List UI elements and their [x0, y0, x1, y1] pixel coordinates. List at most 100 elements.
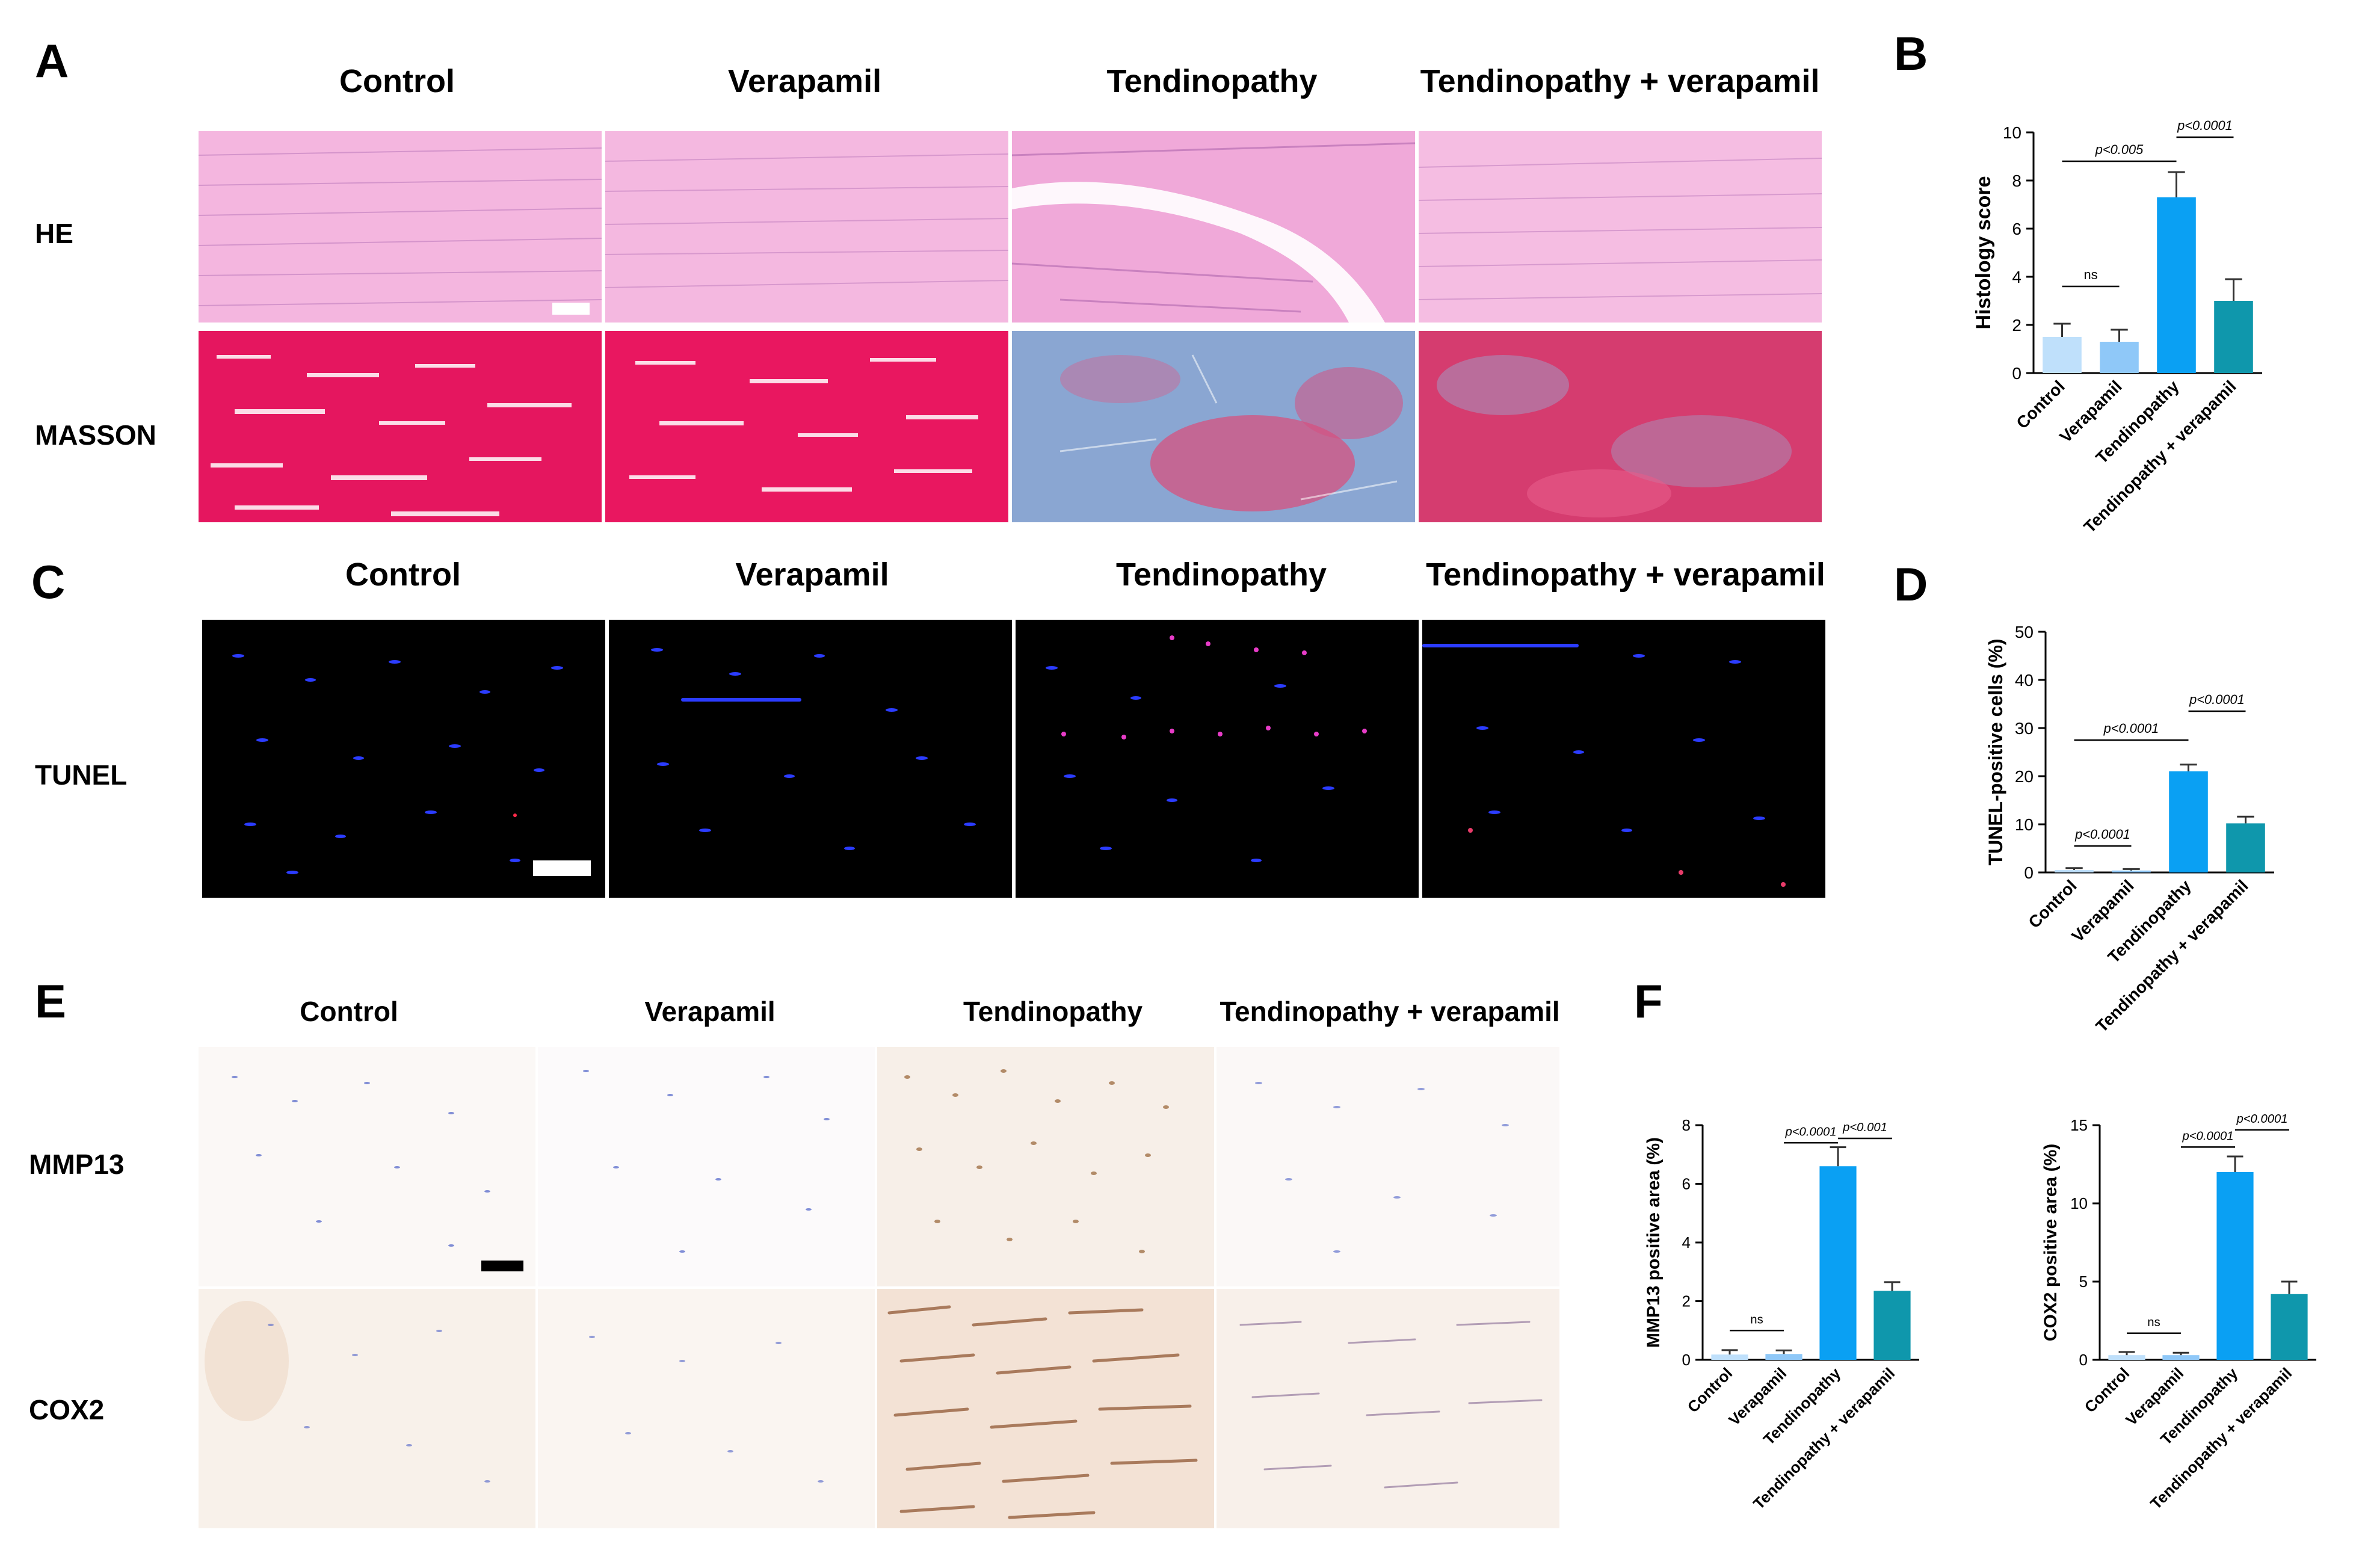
panel-e-column-header: Tendinopathy + verapamil	[1220, 996, 1560, 1027]
significance-label: p<0.0001	[1784, 1125, 1836, 1138]
y-tick-label: 0	[2079, 1351, 2088, 1369]
panel-c-column-header: Tendinopathy + verapamil	[1426, 557, 1825, 593]
significance-label: p<0.0001	[2177, 118, 2233, 133]
y-tick-label: 10	[2015, 815, 2034, 834]
he-image-control	[199, 131, 602, 323]
panel-a-row-header: MASSON	[35, 419, 156, 451]
tunel-image-tend-verapamil	[1422, 620, 1825, 898]
panel-letter-a: A	[35, 34, 69, 87]
he-image-verapamil	[605, 131, 1008, 323]
tunel-image-tendinopathy	[1016, 620, 1419, 898]
he-image-tend-verapamil	[1419, 131, 1822, 323]
bar	[1765, 1354, 1802, 1360]
y-tick-label: 8	[1682, 1116, 1691, 1134]
significance-label: p<0.0001	[2103, 721, 2159, 736]
x-tick-label: Control	[1684, 1364, 1736, 1416]
y-tick-label: 15	[2070, 1116, 2088, 1134]
y-tick-label: 10	[2070, 1194, 2088, 1212]
masson-image-control	[199, 331, 602, 522]
panel-e-row-header: COX2	[29, 1394, 105, 1425]
panel-a-row-header: HE	[35, 218, 73, 249]
y-tick-label: 20	[2015, 767, 2034, 786]
x-tick-label: Control	[2081, 1364, 2133, 1416]
y-tick-label: 8	[2012, 171, 2021, 190]
panel-c-column-header: Control	[345, 557, 461, 593]
bar	[2100, 342, 2139, 373]
panel-c-column-header: Tendinopathy	[1116, 557, 1327, 593]
panel-a-column-header: Tendinopathy	[1106, 63, 1318, 99]
y-tick-label: 2	[1682, 1292, 1691, 1310]
masson-image-verapamil	[605, 331, 1008, 522]
masson-image-tendinopathy	[1012, 331, 1415, 522]
mmp13-image-control	[199, 1047, 535, 1286]
significance-label: p<0.001	[1842, 1121, 1887, 1134]
mmp13-image-tendinopathy	[877, 1047, 1214, 1286]
significance-label: p<0.0001	[2236, 1113, 2287, 1126]
cox2-image-control	[199, 1289, 535, 1528]
panel-letter-b: B	[1894, 27, 1928, 80]
significance-label: ns	[2083, 267, 2097, 282]
y-tick-label: 0	[2024, 863, 2034, 882]
cox2-image-verapamil	[538, 1289, 875, 1528]
bar	[2226, 823, 2265, 872]
y-axis-label: COX2 positive area (%)	[2041, 1144, 2061, 1341]
bar	[2043, 337, 2082, 373]
masson-image-tend-verapamil	[1419, 331, 1822, 522]
mmp13-image-verapamil	[538, 1047, 875, 1286]
significance-label: p<0.0001	[2074, 827, 2130, 842]
y-tick-label: 6	[1682, 1175, 1691, 1193]
bar	[1711, 1354, 1748, 1360]
bar	[2169, 771, 2208, 872]
mmp13-image-tend-verapamil	[1217, 1047, 1559, 1286]
tunel-image-verapamil	[609, 620, 1012, 898]
y-axis-label: Histology score	[1972, 176, 1995, 329]
y-tick-label: 2	[2012, 316, 2021, 335]
bar	[2214, 301, 2253, 373]
panel-letter-e: E	[35, 975, 67, 1028]
bar	[2216, 1172, 2254, 1360]
bar	[2108, 1355, 2145, 1360]
y-tick-label: 6	[2012, 220, 2021, 238]
y-tick-label: 4	[1682, 1233, 1691, 1252]
bar	[2271, 1294, 2308, 1360]
y-tick-label: 0	[2012, 364, 2021, 383]
y-axis-label: TUNEL-positive cells (%)	[1985, 639, 2006, 866]
bar	[1819, 1166, 1857, 1360]
bar	[2112, 870, 2151, 872]
cox2-image-tendinopathy	[877, 1289, 1214, 1528]
bar	[1873, 1291, 1911, 1360]
significance-label: p<0.005	[2095, 142, 2144, 157]
significance-label: p<0.0001	[2189, 692, 2245, 707]
bar	[2162, 1355, 2200, 1360]
bar	[2157, 197, 2196, 373]
panel-c-row-header: TUNEL	[35, 759, 128, 791]
significance-label: ns	[2147, 1316, 2160, 1329]
cox2-image-tend-verapamil	[1217, 1289, 1559, 1528]
panel-letter-c: C	[31, 555, 66, 608]
significance-label: ns	[1750, 1313, 1763, 1326]
y-tick-label: 10	[2003, 123, 2021, 142]
panel-a-column-header: Verapamil	[727, 63, 882, 99]
y-tick-label: 5	[2079, 1273, 2088, 1291]
y-tick-label: 30	[2015, 719, 2034, 738]
y-tick-label: 4	[2012, 268, 2021, 286]
panel-e-column-header: Verapamil	[644, 996, 776, 1027]
tunel-image-control	[202, 620, 605, 898]
panel-a-column-header: Control	[339, 63, 455, 99]
panel-letter-d: D	[1894, 558, 1928, 611]
x-tick-label: Control	[2024, 876, 2080, 931]
significance-label: p<0.0001	[2182, 1129, 2233, 1143]
chart-tunel-positive: 0 10 20 30 40 50 TUNEL-positive cells (%) Contr…	[1985, 623, 2274, 1036]
x-tick-label: Control	[2012, 377, 2068, 432]
panel-e-column-header: Control	[300, 996, 398, 1027]
panel-a-column-header: Tendinopathy + verapamil	[1420, 63, 1820, 99]
panel-c-column-header: Verapamil	[735, 557, 889, 593]
y-tick-label: 50	[2015, 623, 2034, 641]
panel-letter-f: F	[1634, 975, 1663, 1028]
y-axis-label: MMP13 positive area (%)	[1644, 1137, 1664, 1348]
he-image-tendinopathy	[1012, 131, 1415, 323]
bar	[2055, 870, 2094, 872]
